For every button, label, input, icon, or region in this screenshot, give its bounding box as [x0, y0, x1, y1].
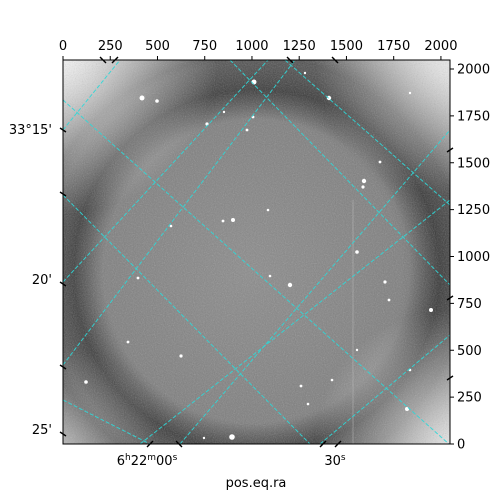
star-5: [245, 128, 249, 132]
sky-image: [63, 60, 450, 444]
ra-tick-label-2: 30s: [324, 453, 346, 469]
ticks-layer: 0 250 500 750 1000 1250 1500 1750 2000 0 250 500 750…: [59, 39, 490, 453]
coordinate-grid: [63, 60, 450, 444]
world-tick-0: [99, 56, 107, 64]
star-11: [355, 250, 359, 254]
x-pixel-tick-label-2: 500: [145, 39, 170, 54]
world-tick-6: [319, 440, 327, 448]
x-pixel-tick-label-0: 0: [59, 39, 67, 54]
star-7: [361, 185, 365, 189]
x-pixel-tick-label-7: 1750: [377, 39, 410, 54]
world-tick-4: [146, 440, 154, 448]
x-axis-label: pos.eq.ra: [226, 476, 287, 491]
world-tick-10: [59, 281, 67, 287]
star-27: [303, 71, 307, 75]
y-pixel-tick-label-0: 0: [457, 438, 465, 453]
y-pixel-tick-label-1: 250: [457, 391, 482, 406]
world-tick-8: [59, 127, 67, 133]
star-6: [361, 178, 367, 184]
x-pixel-tick-label-6: 1500: [330, 39, 363, 54]
grid-line-8: [284, 60, 450, 206]
world-tick-2: [331, 56, 339, 64]
star-17: [126, 340, 130, 344]
grid-line-5: [63, 194, 311, 444]
dec-tick-label-3: 25': [32, 423, 52, 438]
x-pixel-tick-label-3: 750: [192, 39, 217, 54]
ra-tick-label-1: 6h22m00s: [117, 453, 178, 469]
star-19: [84, 380, 88, 384]
star-1: [139, 95, 145, 101]
grid-line-7: [229, 60, 450, 286]
y-pixel-tick-label-4: 1000: [457, 250, 490, 265]
star-29: [266, 208, 270, 212]
world-tick-5: [175, 440, 183, 448]
grid-line-1: [63, 60, 269, 283]
world-tick-15: [446, 375, 454, 381]
y-pixel-tick-label-5: 1250: [457, 203, 490, 218]
world-tick-11: [59, 364, 67, 370]
star-20: [229, 434, 235, 440]
star-0: [251, 79, 257, 85]
x-pixel-tick-label-8: 2000: [424, 39, 457, 54]
star-22: [299, 384, 303, 388]
grid-line-9: [63, 399, 151, 444]
star-13: [383, 280, 387, 284]
world-tick-3: [286, 56, 294, 64]
star-18: [179, 354, 183, 358]
y-pixel-tick-label-6: 1500: [457, 156, 490, 171]
world-tick-9: [59, 191, 67, 197]
star-9: [231, 218, 235, 222]
y-pixel-tick-label-7: 1750: [457, 109, 490, 124]
star-3: [326, 95, 332, 101]
star-24: [330, 378, 334, 382]
x-pixel-tick-label-4: 1000: [235, 39, 268, 54]
stars-layer: [84, 71, 433, 440]
star-34: [222, 110, 226, 114]
dec-tick-label-2: 20': [32, 273, 52, 288]
grid-line-10: [319, 334, 450, 444]
plot-frame: [62, 59, 451, 445]
star-28: [408, 91, 412, 95]
star-31: [355, 348, 359, 352]
star-12: [287, 282, 293, 288]
world-tick-13: [446, 147, 454, 153]
grid-line-0: [63, 60, 121, 131]
world-tick-1: [111, 56, 119, 64]
grid-line-2: [63, 60, 296, 366]
y-pixel-tick-label-2: 500: [457, 344, 482, 359]
star-30: [169, 224, 173, 228]
x-pixel-tick-label-1: 250: [98, 39, 123, 54]
x-pixel-tick-label-5: 1250: [283, 39, 316, 54]
grid-line-4: [179, 129, 450, 444]
star-10: [221, 219, 225, 223]
grid-line-6: [63, 99, 450, 444]
star-32: [387, 298, 391, 302]
world-tick-12: [59, 431, 67, 437]
star-23: [306, 402, 310, 406]
star-16: [429, 308, 433, 312]
dec-tick-label-1: 33°15': [9, 123, 52, 138]
star-33: [202, 436, 206, 440]
y-pixel-tick-label-8: 2000: [457, 63, 490, 78]
star-14: [268, 274, 272, 278]
star-8: [378, 160, 382, 164]
world-tick-7: [334, 440, 342, 448]
world-tick-14: [446, 295, 454, 301]
star-15: [136, 276, 140, 280]
star-2: [155, 99, 159, 103]
y-pixel-tick-label-3: 750: [457, 297, 482, 312]
